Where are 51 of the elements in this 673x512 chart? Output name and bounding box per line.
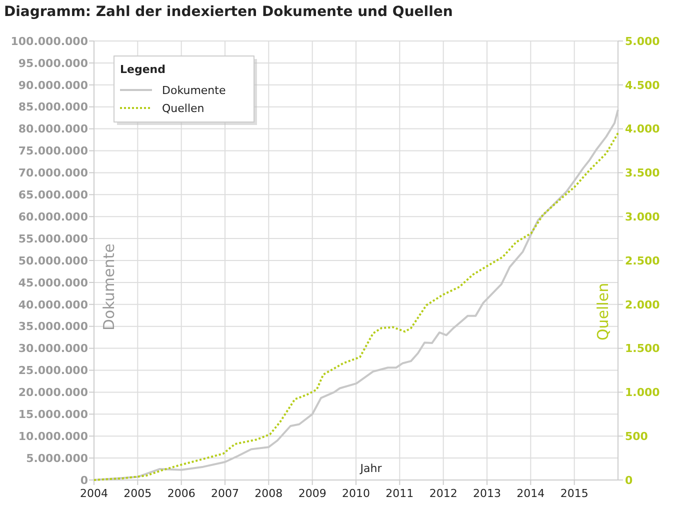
x-tick-label: 2010 xyxy=(342,487,370,500)
y2-tick-label: 3.500 xyxy=(625,166,660,180)
y2-axis-title: Quellen xyxy=(594,282,612,340)
x-axis-title: Jahr xyxy=(359,462,382,475)
x-tick-label: 2012 xyxy=(429,487,458,500)
x-tick-label: 2013 xyxy=(473,487,501,500)
y-tick-label: 100.000.000 xyxy=(10,34,88,48)
x-tick-label: 2004 xyxy=(80,487,108,500)
y-tick-label: 50.000.000 xyxy=(18,254,88,268)
y-tick-label: 10.000.000 xyxy=(18,430,88,443)
y2-tick-label: 4.000 xyxy=(625,122,660,136)
y2-tick-label: 5.000 xyxy=(625,34,660,48)
y-tick-label: 80.000.000 xyxy=(18,122,88,136)
y-tick-label: 85.000.000 xyxy=(18,100,88,114)
chart-title: Diagramm: Zahl der indexierten Dokumente und Quellen xyxy=(4,4,453,20)
x-tick-label: 2005 xyxy=(124,487,152,500)
y-tick-label: 60.000.000 xyxy=(18,210,88,224)
y-tick-label: 55.000.000 xyxy=(18,232,88,246)
x-tick-label: 2008 xyxy=(254,487,283,500)
y2-tick-label: 1.000 xyxy=(625,386,660,400)
y-tick-label: 65.000.000 xyxy=(18,188,88,202)
x-tick-label: 2015 xyxy=(560,487,588,500)
x-tick-label: 2014 xyxy=(516,487,545,500)
x-tick-label: 2009 xyxy=(298,487,326,500)
y-axis-title: Dokumente xyxy=(100,244,118,330)
x-tick-label: 2007 xyxy=(211,487,239,500)
y-tick-label: 15.000.000 xyxy=(18,408,88,421)
y-tick-label: 95.000.000 xyxy=(18,56,88,70)
y2-tick-label: 500 xyxy=(625,430,648,443)
y-tick-label: 30.000.000 xyxy=(18,342,88,356)
y-tick-label: 75.000.000 xyxy=(18,144,88,158)
y-tick-label: 70.000.000 xyxy=(18,166,88,180)
y2-tick-label: 1.500 xyxy=(625,342,660,356)
y-tick-label: 5.000.000 xyxy=(26,452,88,465)
y-tick-label: 35.000.000 xyxy=(18,320,88,334)
legend-label: Dokumente xyxy=(162,84,226,97)
y-tick-label: 0 xyxy=(80,474,88,487)
x-tick-label: 2006 xyxy=(167,487,196,500)
y2-tick-label: 4.500 xyxy=(625,78,660,92)
x-tick-label: 2011 xyxy=(386,487,414,500)
legend-title: Legend xyxy=(120,63,166,76)
y2-tick-label: 2.000 xyxy=(625,298,660,312)
y-tick-label: 25.000.000 xyxy=(18,364,88,378)
y2-tick-label: 3.000 xyxy=(625,210,660,224)
y-tick-label: 45.000.000 xyxy=(18,276,88,290)
y-tick-label: 20.000.000 xyxy=(18,386,88,400)
y-tick-label: 90.000.000 xyxy=(18,78,88,92)
y2-tick-label: 0 xyxy=(625,474,633,487)
y2-tick-label: 2.500 xyxy=(625,254,660,268)
y-tick-label: 40.000.000 xyxy=(18,298,88,312)
legend-label: Quellen xyxy=(162,102,204,115)
